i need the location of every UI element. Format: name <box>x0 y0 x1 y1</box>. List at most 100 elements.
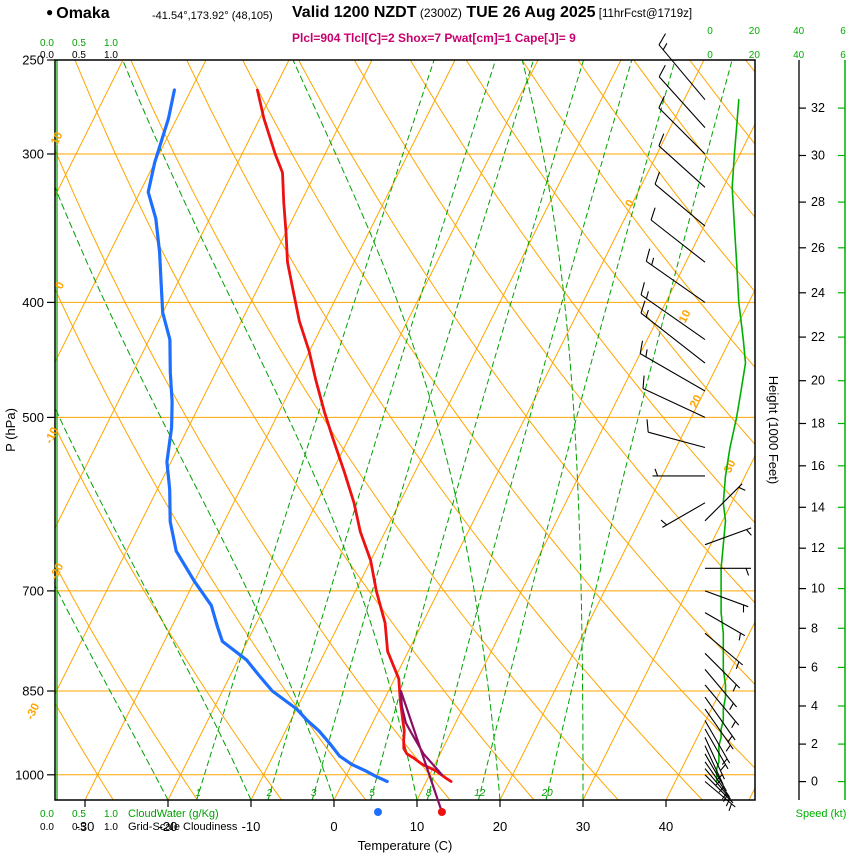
isotherm-line <box>55 60 207 364</box>
pressure-tick-label: 250 <box>22 53 44 68</box>
wind-barb <box>658 133 706 188</box>
cloudiness-scale-bottom: 1.0 <box>104 822 118 833</box>
wind-barb <box>645 248 706 303</box>
isotherm-label: 20 <box>688 393 705 410</box>
wind-barb <box>658 33 706 101</box>
temperature-tick-label: 10 <box>410 819 424 834</box>
speed-scale-row1: 40 <box>793 26 805 37</box>
grid-lines <box>55 60 850 800</box>
dry-adiabat-line <box>801 60 850 800</box>
height-tick-label: 0 <box>811 775 818 789</box>
wind-barb <box>640 300 706 364</box>
wind-barb <box>704 527 752 546</box>
temperature-tick-label: 30 <box>576 819 590 834</box>
sounding-curves <box>146 88 453 784</box>
wind-barb <box>704 669 738 710</box>
cloudwater-scale-top: 0.5 <box>72 38 86 49</box>
mixing-ratio-line <box>426 60 633 800</box>
isotherm-line <box>55 60 290 530</box>
parcel-curve <box>399 689 444 814</box>
moist-adiabat-line <box>521 60 584 800</box>
moist-adiabat-line <box>55 185 335 800</box>
wind-barb <box>654 171 706 227</box>
station-name: ● Omaka <box>46 5 110 22</box>
temperature-curve <box>255 88 453 783</box>
isotherm-label: 30 <box>722 458 739 475</box>
dry-adiabat-line <box>130 60 619 800</box>
height-tick-label: 24 <box>811 286 825 300</box>
cloudiness-scale-top: 0.0 <box>40 50 54 61</box>
mixing-ratio-label: 2 <box>266 788 273 799</box>
dry-adiabat-line <box>577 60 755 293</box>
temperature-tick-label: -20 <box>159 819 178 834</box>
speed-scale-row2: 20 <box>749 50 761 61</box>
dry-adiabat-line <box>55 287 367 800</box>
cloudwater-scale-bottom: 1.0 <box>104 809 118 820</box>
station-coords: -41.54°,173.92° (48,105) <box>152 10 273 22</box>
frame-layer <box>54 59 756 801</box>
dry-adiabat-line <box>74 60 535 800</box>
cloudwater-scale-bottom: 0.5 <box>72 809 86 820</box>
wind-barb <box>704 612 746 641</box>
height-tick-label: 28 <box>811 195 825 209</box>
wind-barb <box>658 64 706 128</box>
cloudiness-scale-top: 1.0 <box>104 50 118 61</box>
wind-barb <box>704 708 734 752</box>
pressure-tick-label: 500 <box>22 410 44 425</box>
dry-adiabat-line <box>55 702 114 800</box>
height-tick-label: 22 <box>811 330 825 344</box>
speed-scale-row2: 6 <box>840 50 846 61</box>
height-tick-label: 20 <box>811 374 825 388</box>
height-tick-label: 16 <box>811 459 825 473</box>
grid-layer <box>55 60 850 800</box>
dewpoint-curve <box>146 88 389 784</box>
speed-scale-row1: 6 <box>840 26 846 37</box>
mixing-ratio-line <box>196 60 435 800</box>
dry-adiabat-line <box>242 60 755 769</box>
wind-barb <box>704 590 749 613</box>
speed-scale-row1: 20 <box>749 26 761 37</box>
mixing-ratio-label: 12 <box>474 788 486 799</box>
dry-adiabat-line <box>745 60 755 73</box>
wind-barb <box>646 419 706 449</box>
wind-barb <box>652 468 705 477</box>
temperature-tick-label: 20 <box>493 819 507 834</box>
speed-scale-row2: 40 <box>793 50 805 61</box>
surface-temp-dot <box>437 808 446 816</box>
height-tick-label: 10 <box>811 582 825 596</box>
speed-label: Speed (kt) <box>796 808 847 820</box>
cloudwater-label: CloudWater (g/Kg) <box>128 808 219 820</box>
valid-time-line: Valid 1200 NZDT (2300Z) TUE 26 Aug 2025 … <box>292 4 693 21</box>
mixing-ratio-label: 1 <box>195 788 201 799</box>
wind-barb <box>642 375 706 418</box>
wind-barb <box>704 632 744 669</box>
wind-barb <box>705 567 751 576</box>
height-tick-label: 26 <box>811 241 825 255</box>
speed-scale-row2: 0 <box>707 50 713 61</box>
pressure-tick-label: 700 <box>22 583 44 598</box>
cloudiness-label: Grid-Scale Cloudiness <box>128 821 238 833</box>
moist-adiabat-line <box>122 60 418 800</box>
height-tick-label: 14 <box>811 500 825 514</box>
temperature-tick-label: 40 <box>659 819 673 834</box>
height-tick-label: 2 <box>811 737 818 751</box>
isotherm-line <box>416 122 755 800</box>
height-tick-label: 12 <box>811 541 825 555</box>
isotherm-line <box>55 60 373 696</box>
dry-adiabat-line <box>298 60 755 686</box>
height-tick-label: 18 <box>811 417 825 431</box>
isotherm-line <box>250 60 622 800</box>
height-tick-label: 32 <box>811 101 825 115</box>
dry-adiabat-line <box>55 425 283 800</box>
mixing-ratio-label: 5 <box>369 788 375 799</box>
wind-barb <box>639 340 706 392</box>
temperature-axis-label: Temperature (C) <box>358 838 453 853</box>
isotherm-line <box>167 60 539 800</box>
wind-barb <box>658 95 706 155</box>
wind-barb <box>704 720 731 765</box>
dry-adiabat-line <box>521 60 755 369</box>
dry-adiabat-label: 10 <box>49 130 65 147</box>
